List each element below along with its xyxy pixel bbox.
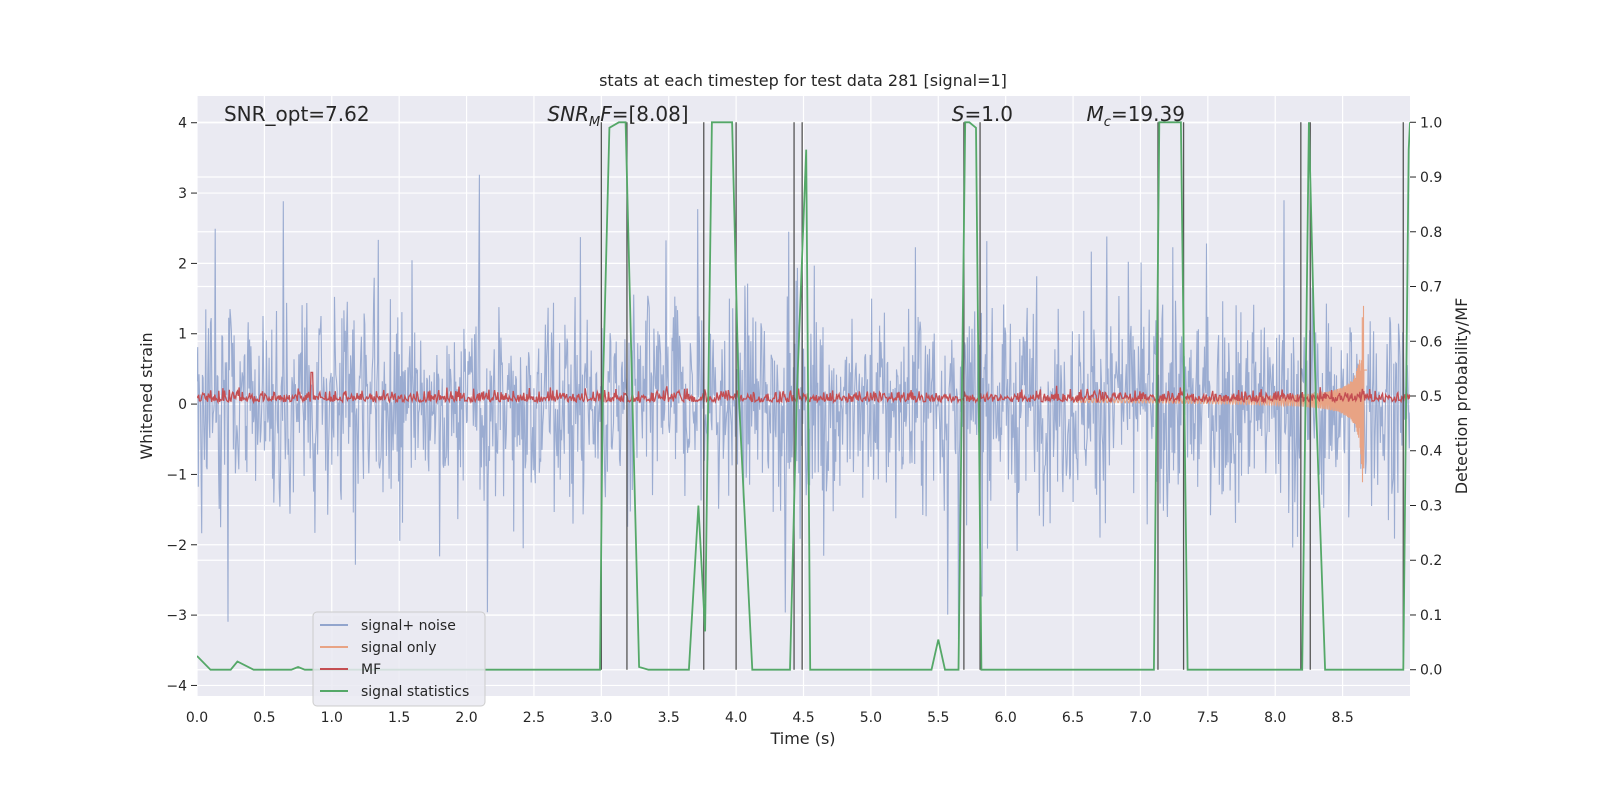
x-tick-label: 2.5	[523, 710, 545, 726]
chart-title: stats at each timestep for test data 281…	[599, 71, 1007, 90]
y2-tick-label: 0.4	[1420, 444, 1442, 460]
x-tick-label: 7.0	[1129, 710, 1151, 726]
y-tick-label: 2	[178, 256, 187, 272]
x-tick-label: 5.0	[860, 710, 882, 726]
y-tick-label: 0	[178, 397, 187, 413]
y2-tick-label: 0.2	[1420, 553, 1442, 569]
annotations: SNR_opt=7.62 SNRMF=[8.08] S=1.0 Mc=19.39	[224, 102, 1185, 130]
y2-tick-label: 0.1	[1420, 608, 1442, 624]
x-tick-label: 6.5	[1062, 710, 1084, 726]
y-tick-label: −3	[166, 608, 187, 624]
y-tick-label: −4	[166, 678, 187, 694]
x-tick-label: 7.5	[1197, 710, 1219, 726]
y2-tick-label: 0.6	[1420, 334, 1442, 350]
x-tick-label: 3.5	[658, 710, 680, 726]
signal-noise-series	[197, 174, 1410, 640]
mf-series	[197, 371, 1410, 405]
y-axis-label: Whitened strain	[137, 332, 156, 459]
x-tick-label: 2.0	[455, 710, 477, 726]
legend: signal+ noise signal only MF signal statist…	[312, 611, 486, 707]
x-tick-label: 0.0	[186, 710, 208, 726]
y2-tick-label: 0.5	[1420, 389, 1442, 405]
x-tick-label: 8.0	[1264, 710, 1286, 726]
y-tick-label: 4	[178, 116, 187, 132]
signal-statistics-line	[197, 121, 1410, 671]
x-tick-label: 8.5	[1331, 710, 1353, 726]
y-tick-label: −1	[166, 467, 187, 483]
legend-label: signal only	[361, 640, 436, 656]
y-tick-label: 3	[178, 186, 187, 202]
annotation-text: Mc=19.39	[1087, 102, 1185, 130]
x-tick-label: 1.0	[321, 710, 343, 726]
x-tick-label: 1.5	[388, 710, 410, 726]
x-tick-label: 5.5	[927, 710, 949, 726]
annotation-text: SNRMF=[8.08]	[547, 102, 688, 130]
y2-tick-label: 1.0	[1420, 115, 1442, 131]
mf-line	[197, 371, 1410, 405]
y2-axis-label: Detection probability/MF	[1452, 298, 1471, 495]
legend-box	[312, 611, 486, 707]
y2-tick-label: 0.0	[1420, 663, 1442, 679]
y2-tick-label: 0.3	[1420, 498, 1442, 514]
x-tick-label: 6.0	[995, 710, 1017, 726]
legend-label: MF	[361, 662, 381, 678]
y-tick-label: −2	[166, 538, 187, 554]
y2-tick-label: 0.7	[1420, 280, 1442, 296]
y-tick-label: 1	[178, 327, 187, 343]
x-tick-label: 4.0	[725, 710, 747, 726]
signal-statistics-series	[197, 121, 1410, 671]
legend-label: signal+ noise	[361, 618, 456, 634]
axis-ticks: 0.0 0.5 1.0 1.5 2.0 2.5 3.0 3.5 4.0 4.5 5.0 5.5 6.0 6…	[166, 115, 1442, 726]
x-tick-label: 0.5	[253, 710, 275, 726]
x-axis-label: Time (s)	[769, 729, 835, 748]
legend-label: signal statistics	[361, 684, 469, 700]
annotation-text: SNR_opt=7.62	[224, 102, 370, 126]
x-tick-label: 4.5	[792, 710, 814, 726]
annotation-text: S=1.0	[952, 102, 1013, 126]
signal-noise-line	[197, 174, 1410, 640]
x-tick-label: 3.0	[590, 710, 612, 726]
y2-tick-label: 0.8	[1420, 225, 1442, 241]
y2-tick-label: 0.9	[1420, 170, 1442, 186]
